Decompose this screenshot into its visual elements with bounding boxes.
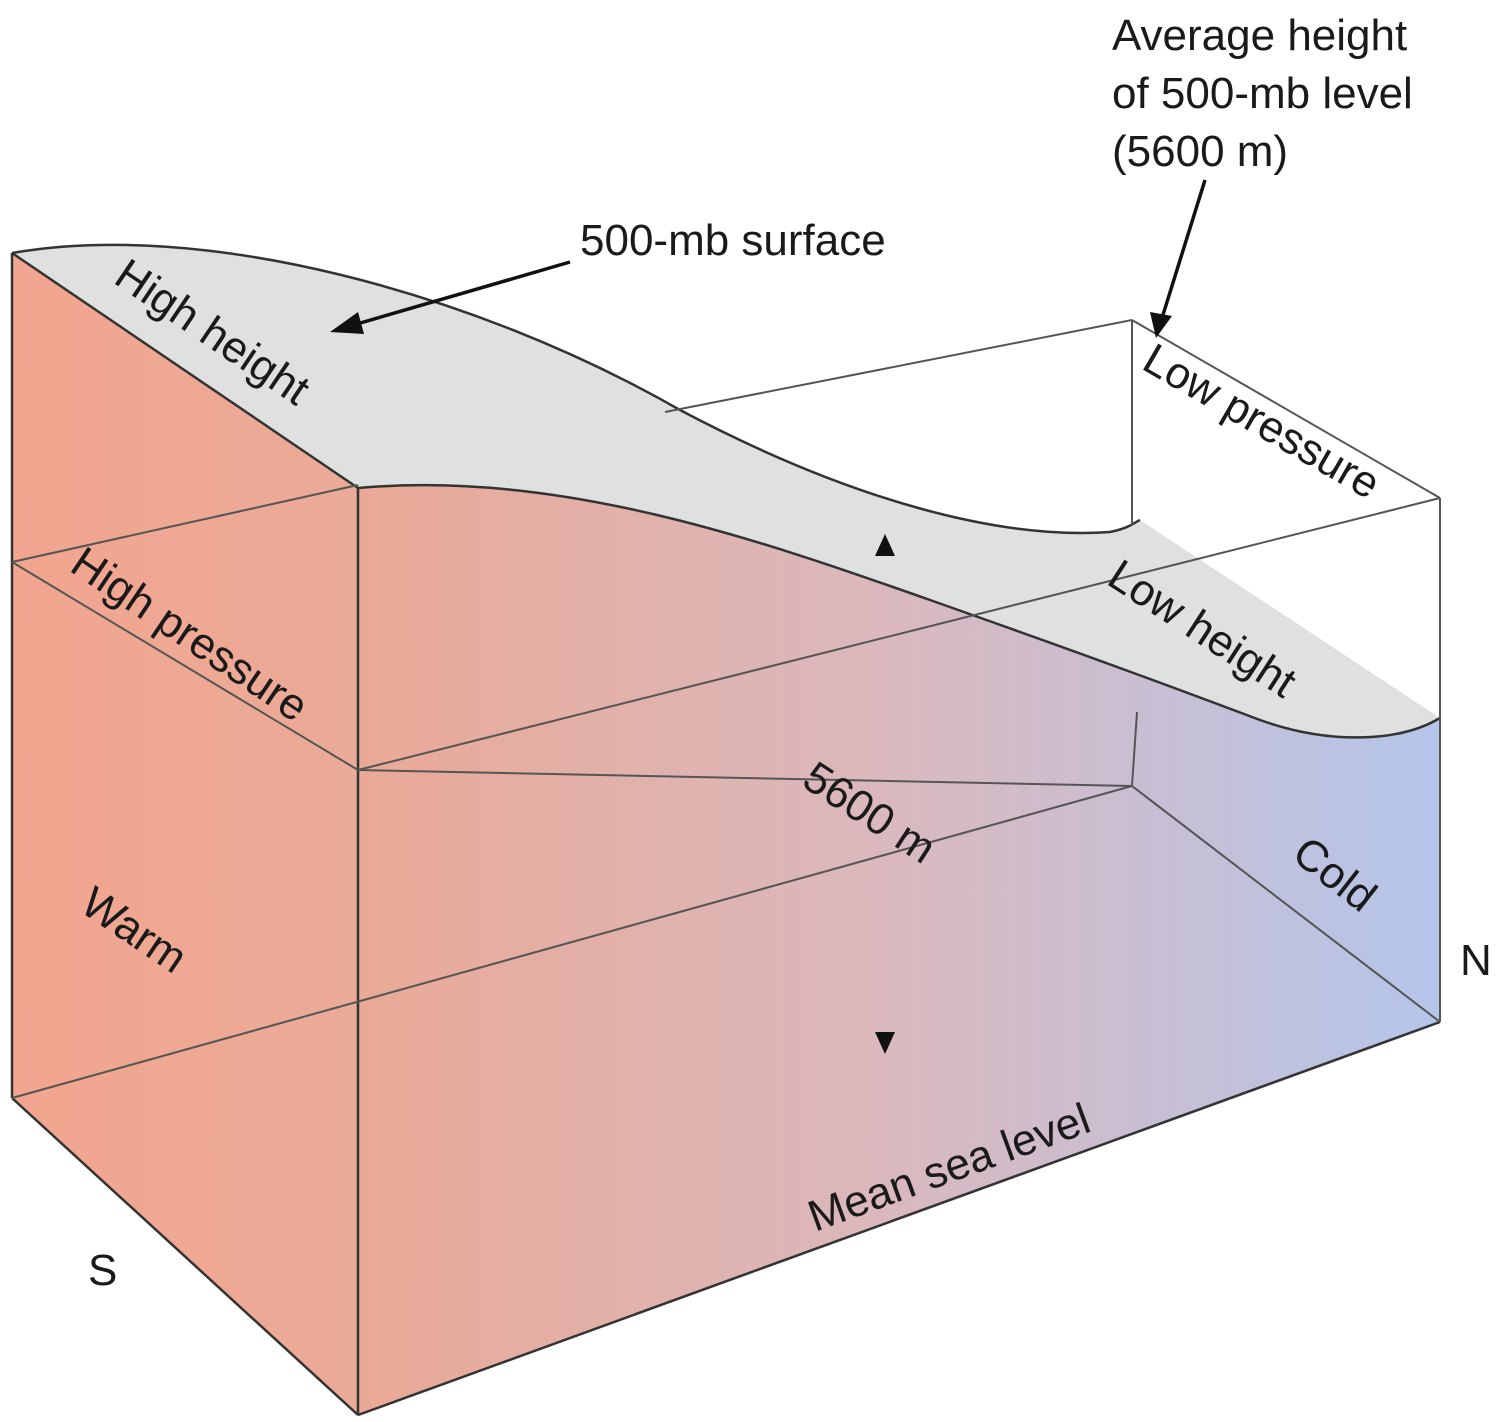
north-label: N (1460, 936, 1492, 985)
up-triangle-icon (875, 534, 895, 556)
average-height-label-line-1: Average height (1112, 11, 1407, 60)
surface-label: 500-mb surface (580, 216, 886, 265)
edge-front-bottom (357, 1020, 1441, 1417)
low-pressure-label: Low pressure (1135, 334, 1388, 509)
surface-edge (11, 243, 1141, 535)
average-height-label-line-3: (5600 m) (1112, 127, 1288, 176)
average-height-pointer-arrow (1150, 179, 1207, 338)
south-label: S (88, 1246, 117, 1295)
surface-front-edge (357, 483, 1441, 739)
surface-500mb (12, 244, 1440, 738)
plane-5600-front (357, 769, 1133, 787)
surface-pointer-arrow (330, 260, 571, 334)
back-bottom-edge (1131, 785, 1441, 1023)
back-right-top-edge (1131, 319, 1441, 499)
edge-south-bottom (11, 1097, 359, 1416)
back-vertical-lower (1131, 711, 1138, 787)
plane-5600-back (357, 497, 1441, 771)
average-height-label-line-2: of 500-mb level (1112, 69, 1413, 118)
edge-south-top (11, 251, 359, 490)
front-face (358, 485, 1440, 1415)
back-top-edge (664, 319, 1133, 413)
plane-5600-left-front (11, 561, 359, 771)
plane-5600-left-back (11, 484, 359, 563)
sea-level-back (11, 785, 1133, 1099)
down-triangle-icon (875, 1032, 895, 1054)
